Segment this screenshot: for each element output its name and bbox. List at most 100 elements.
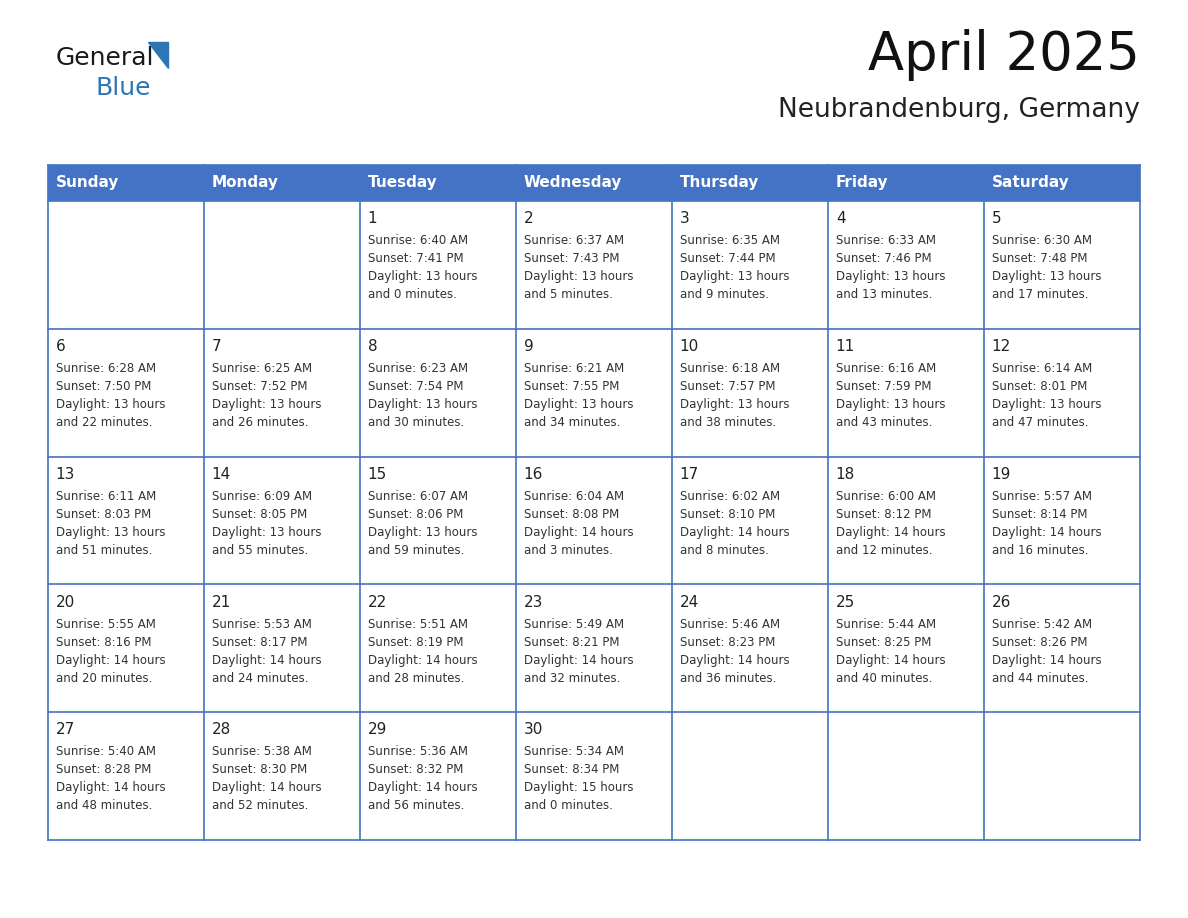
Text: Sunrise: 6:14 AM
Sunset: 8:01 PM
Daylight: 13 hours
and 47 minutes.: Sunrise: 6:14 AM Sunset: 8:01 PM Dayligh… bbox=[992, 362, 1101, 429]
Bar bbox=[360, 456, 516, 585]
Text: 11: 11 bbox=[836, 339, 855, 354]
Text: Saturday: Saturday bbox=[992, 175, 1069, 191]
Bar bbox=[516, 712, 672, 840]
Text: Sunrise: 6:04 AM
Sunset: 8:08 PM
Daylight: 14 hours
and 3 minutes.: Sunrise: 6:04 AM Sunset: 8:08 PM Dayligh… bbox=[524, 490, 633, 557]
Text: 19: 19 bbox=[992, 467, 1011, 482]
Bar bbox=[48, 456, 204, 585]
Bar bbox=[204, 201, 360, 329]
Bar bbox=[828, 456, 984, 585]
Text: 13: 13 bbox=[56, 467, 75, 482]
Text: 30: 30 bbox=[524, 722, 543, 737]
Text: Sunrise: 6:40 AM
Sunset: 7:41 PM
Daylight: 13 hours
and 0 minutes.: Sunrise: 6:40 AM Sunset: 7:41 PM Dayligh… bbox=[368, 234, 478, 301]
Bar bbox=[516, 456, 672, 585]
Text: 2: 2 bbox=[524, 211, 533, 226]
Bar bbox=[828, 329, 984, 456]
Bar bbox=[672, 329, 828, 456]
Bar bbox=[672, 201, 828, 329]
Bar bbox=[984, 585, 1140, 712]
Text: Sunrise: 6:37 AM
Sunset: 7:43 PM
Daylight: 13 hours
and 5 minutes.: Sunrise: 6:37 AM Sunset: 7:43 PM Dayligh… bbox=[524, 234, 633, 301]
Bar bbox=[828, 585, 984, 712]
Bar bbox=[48, 165, 1140, 201]
Bar bbox=[48, 585, 204, 712]
Bar bbox=[984, 456, 1140, 585]
Text: Wednesday: Wednesday bbox=[524, 175, 623, 191]
Text: 5: 5 bbox=[992, 211, 1001, 226]
Text: 21: 21 bbox=[211, 595, 230, 610]
Bar bbox=[204, 712, 360, 840]
Bar bbox=[828, 201, 984, 329]
Text: April 2025: April 2025 bbox=[868, 29, 1140, 81]
Text: 29: 29 bbox=[368, 722, 387, 737]
Text: Sunrise: 5:42 AM
Sunset: 8:26 PM
Daylight: 14 hours
and 44 minutes.: Sunrise: 5:42 AM Sunset: 8:26 PM Dayligh… bbox=[992, 618, 1101, 685]
Text: Sunrise: 5:44 AM
Sunset: 8:25 PM
Daylight: 14 hours
and 40 minutes.: Sunrise: 5:44 AM Sunset: 8:25 PM Dayligh… bbox=[836, 618, 946, 685]
Bar bbox=[516, 585, 672, 712]
Text: 24: 24 bbox=[680, 595, 699, 610]
Bar bbox=[672, 585, 828, 712]
Text: Sunrise: 5:55 AM
Sunset: 8:16 PM
Daylight: 14 hours
and 20 minutes.: Sunrise: 5:55 AM Sunset: 8:16 PM Dayligh… bbox=[56, 618, 165, 685]
Text: Sunrise: 6:18 AM
Sunset: 7:57 PM
Daylight: 13 hours
and 38 minutes.: Sunrise: 6:18 AM Sunset: 7:57 PM Dayligh… bbox=[680, 362, 789, 429]
Text: 12: 12 bbox=[992, 339, 1011, 354]
Text: 17: 17 bbox=[680, 467, 699, 482]
Text: 27: 27 bbox=[56, 722, 75, 737]
Text: Sunrise: 5:40 AM
Sunset: 8:28 PM
Daylight: 14 hours
and 48 minutes.: Sunrise: 5:40 AM Sunset: 8:28 PM Dayligh… bbox=[56, 745, 165, 812]
Text: 8: 8 bbox=[368, 339, 378, 354]
Bar bbox=[204, 585, 360, 712]
Bar bbox=[360, 585, 516, 712]
Text: 28: 28 bbox=[211, 722, 230, 737]
Text: Sunrise: 5:46 AM
Sunset: 8:23 PM
Daylight: 14 hours
and 36 minutes.: Sunrise: 5:46 AM Sunset: 8:23 PM Dayligh… bbox=[680, 618, 789, 685]
Text: 9: 9 bbox=[524, 339, 533, 354]
Text: 20: 20 bbox=[56, 595, 75, 610]
Text: Sunrise: 6:00 AM
Sunset: 8:12 PM
Daylight: 14 hours
and 12 minutes.: Sunrise: 6:00 AM Sunset: 8:12 PM Dayligh… bbox=[836, 490, 946, 557]
Bar bbox=[672, 456, 828, 585]
Text: Sunrise: 6:09 AM
Sunset: 8:05 PM
Daylight: 13 hours
and 55 minutes.: Sunrise: 6:09 AM Sunset: 8:05 PM Dayligh… bbox=[211, 490, 321, 557]
Bar bbox=[204, 456, 360, 585]
Text: General: General bbox=[56, 46, 154, 70]
Text: Sunrise: 6:28 AM
Sunset: 7:50 PM
Daylight: 13 hours
and 22 minutes.: Sunrise: 6:28 AM Sunset: 7:50 PM Dayligh… bbox=[56, 362, 165, 429]
Text: Sunrise: 6:16 AM
Sunset: 7:59 PM
Daylight: 13 hours
and 43 minutes.: Sunrise: 6:16 AM Sunset: 7:59 PM Dayligh… bbox=[836, 362, 946, 429]
Bar bbox=[360, 329, 516, 456]
Text: Sunrise: 5:34 AM
Sunset: 8:34 PM
Daylight: 15 hours
and 0 minutes.: Sunrise: 5:34 AM Sunset: 8:34 PM Dayligh… bbox=[524, 745, 633, 812]
Text: Sunrise: 6:33 AM
Sunset: 7:46 PM
Daylight: 13 hours
and 13 minutes.: Sunrise: 6:33 AM Sunset: 7:46 PM Dayligh… bbox=[836, 234, 946, 301]
Text: 1: 1 bbox=[368, 211, 378, 226]
Text: 14: 14 bbox=[211, 467, 230, 482]
Text: Sunrise: 5:51 AM
Sunset: 8:19 PM
Daylight: 14 hours
and 28 minutes.: Sunrise: 5:51 AM Sunset: 8:19 PM Dayligh… bbox=[368, 618, 478, 685]
Text: Sunday: Sunday bbox=[56, 175, 119, 191]
Text: 18: 18 bbox=[836, 467, 855, 482]
Text: Sunrise: 6:07 AM
Sunset: 8:06 PM
Daylight: 13 hours
and 59 minutes.: Sunrise: 6:07 AM Sunset: 8:06 PM Dayligh… bbox=[368, 490, 478, 557]
Text: 4: 4 bbox=[836, 211, 846, 226]
Bar bbox=[672, 712, 828, 840]
Text: 15: 15 bbox=[368, 467, 387, 482]
Text: Thursday: Thursday bbox=[680, 175, 759, 191]
Bar bbox=[516, 329, 672, 456]
Text: Sunrise: 6:25 AM
Sunset: 7:52 PM
Daylight: 13 hours
and 26 minutes.: Sunrise: 6:25 AM Sunset: 7:52 PM Dayligh… bbox=[211, 362, 321, 429]
Text: Sunrise: 6:02 AM
Sunset: 8:10 PM
Daylight: 14 hours
and 8 minutes.: Sunrise: 6:02 AM Sunset: 8:10 PM Dayligh… bbox=[680, 490, 789, 557]
Text: Sunrise: 6:35 AM
Sunset: 7:44 PM
Daylight: 13 hours
and 9 minutes.: Sunrise: 6:35 AM Sunset: 7:44 PM Dayligh… bbox=[680, 234, 789, 301]
Bar bbox=[984, 329, 1140, 456]
Bar bbox=[360, 712, 516, 840]
Bar bbox=[360, 201, 516, 329]
Text: 26: 26 bbox=[992, 595, 1011, 610]
Text: Sunrise: 5:53 AM
Sunset: 8:17 PM
Daylight: 14 hours
and 24 minutes.: Sunrise: 5:53 AM Sunset: 8:17 PM Dayligh… bbox=[211, 618, 322, 685]
Text: Sunrise: 5:57 AM
Sunset: 8:14 PM
Daylight: 14 hours
and 16 minutes.: Sunrise: 5:57 AM Sunset: 8:14 PM Dayligh… bbox=[992, 490, 1101, 557]
Text: 6: 6 bbox=[56, 339, 65, 354]
Text: Sunrise: 6:23 AM
Sunset: 7:54 PM
Daylight: 13 hours
and 30 minutes.: Sunrise: 6:23 AM Sunset: 7:54 PM Dayligh… bbox=[368, 362, 478, 429]
Text: 3: 3 bbox=[680, 211, 689, 226]
Text: Blue: Blue bbox=[95, 76, 151, 100]
Polygon shape bbox=[148, 42, 168, 68]
Text: Sunrise: 5:36 AM
Sunset: 8:32 PM
Daylight: 14 hours
and 56 minutes.: Sunrise: 5:36 AM Sunset: 8:32 PM Dayligh… bbox=[368, 745, 478, 812]
Bar bbox=[48, 712, 204, 840]
Text: 10: 10 bbox=[680, 339, 699, 354]
Text: Sunrise: 5:49 AM
Sunset: 8:21 PM
Daylight: 14 hours
and 32 minutes.: Sunrise: 5:49 AM Sunset: 8:21 PM Dayligh… bbox=[524, 618, 633, 685]
Text: Monday: Monday bbox=[211, 175, 279, 191]
Bar bbox=[204, 329, 360, 456]
Text: 16: 16 bbox=[524, 467, 543, 482]
Text: 7: 7 bbox=[211, 339, 221, 354]
Text: 22: 22 bbox=[368, 595, 387, 610]
Text: Friday: Friday bbox=[836, 175, 889, 191]
Bar bbox=[48, 201, 204, 329]
Bar bbox=[828, 712, 984, 840]
Text: Sunrise: 6:21 AM
Sunset: 7:55 PM
Daylight: 13 hours
and 34 minutes.: Sunrise: 6:21 AM Sunset: 7:55 PM Dayligh… bbox=[524, 362, 633, 429]
Text: Sunrise: 6:30 AM
Sunset: 7:48 PM
Daylight: 13 hours
and 17 minutes.: Sunrise: 6:30 AM Sunset: 7:48 PM Dayligh… bbox=[992, 234, 1101, 301]
Text: 25: 25 bbox=[836, 595, 855, 610]
Text: Neubrandenburg, Germany: Neubrandenburg, Germany bbox=[778, 97, 1140, 123]
